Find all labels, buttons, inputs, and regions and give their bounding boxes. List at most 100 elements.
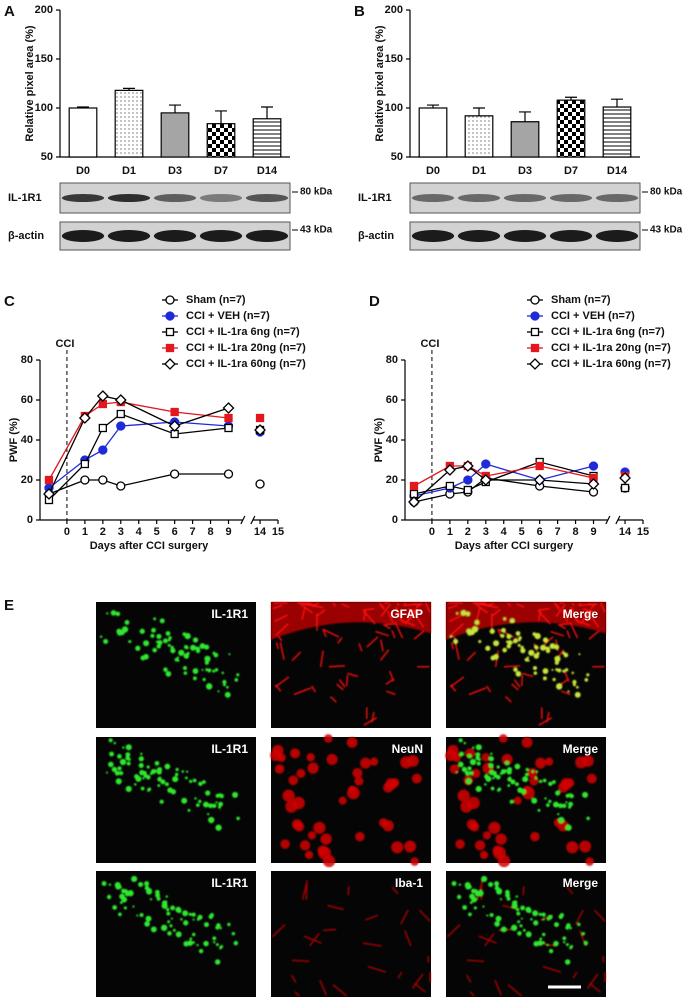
cell <box>346 786 360 800</box>
process <box>338 679 346 688</box>
puncta <box>513 638 518 644</box>
puncta <box>207 668 212 673</box>
process <box>291 651 302 662</box>
puncta <box>165 907 170 912</box>
puncta <box>183 644 188 649</box>
cell <box>495 833 507 845</box>
puncta <box>172 776 179 783</box>
y-tick-label: 0 <box>27 514 33 526</box>
y-tick-label: 50 <box>41 151 53 163</box>
bar <box>556 99 586 158</box>
puncta <box>569 926 572 930</box>
cell <box>492 845 503 856</box>
x-tick-label: D14 <box>607 165 628 177</box>
process <box>316 609 326 618</box>
signal <box>99 610 240 698</box>
marker <box>80 475 90 485</box>
puncta <box>507 639 513 646</box>
process <box>388 670 395 682</box>
marker <box>223 469 234 479</box>
process <box>298 602 317 607</box>
annotation: CCI <box>420 338 439 350</box>
marker <box>255 413 265 423</box>
marker <box>254 424 266 436</box>
cell <box>288 775 299 786</box>
puncta <box>533 644 538 649</box>
process <box>363 608 375 611</box>
puncta <box>175 767 179 772</box>
micrograph: Merge <box>446 871 606 997</box>
error-bar <box>123 87 135 91</box>
blot-label: β-actin <box>8 230 44 242</box>
legend-marker <box>529 358 541 370</box>
puncta <box>554 655 561 663</box>
legend-marker <box>165 295 175 305</box>
cell <box>346 737 358 748</box>
process <box>574 618 591 627</box>
puncta <box>558 816 565 824</box>
puncta <box>165 671 172 677</box>
series-line <box>413 477 594 503</box>
blot-band <box>549 230 593 242</box>
marker <box>44 475 54 485</box>
puncta <box>471 626 479 633</box>
error-bar <box>215 110 227 124</box>
signal <box>271 602 431 726</box>
x-tick-label: 3 <box>118 526 124 538</box>
puncta <box>582 791 589 798</box>
puncta <box>204 660 209 665</box>
puncta <box>456 894 462 900</box>
marker <box>170 407 179 417</box>
process <box>305 880 308 900</box>
process <box>416 617 425 628</box>
process <box>399 618 416 627</box>
process <box>469 991 475 997</box>
puncta <box>146 765 150 769</box>
legend-label: CCI + IL-1ra 20ng (n=7) <box>551 342 671 354</box>
process <box>385 623 395 626</box>
process <box>362 942 382 947</box>
cell <box>410 857 419 866</box>
process <box>365 914 379 921</box>
puncta <box>113 741 117 745</box>
cell <box>558 782 569 793</box>
process <box>380 603 391 617</box>
process <box>336 683 344 691</box>
puncta <box>192 676 197 681</box>
process <box>538 717 553 726</box>
bar <box>510 121 540 158</box>
puncta <box>564 959 571 965</box>
puncta <box>196 917 200 921</box>
marker <box>445 481 455 491</box>
process <box>328 665 346 668</box>
process <box>473 602 492 607</box>
image-label: IL-1R1 <box>211 876 248 890</box>
blot-band <box>153 194 197 202</box>
puncta <box>533 920 539 926</box>
puncta <box>149 898 153 901</box>
cell <box>290 748 301 759</box>
process <box>555 603 566 617</box>
puncta <box>562 651 566 655</box>
puncta <box>569 946 573 950</box>
process <box>404 930 412 947</box>
process <box>301 883 308 900</box>
puncta <box>513 667 518 672</box>
marker <box>80 459 90 469</box>
process <box>478 935 497 944</box>
puncta <box>507 777 512 782</box>
cell <box>304 850 314 860</box>
x-tick-label: 4 <box>501 526 508 538</box>
puncta <box>131 875 138 883</box>
cell <box>280 839 290 849</box>
cell <box>322 854 336 868</box>
process <box>513 679 521 688</box>
process <box>271 924 286 938</box>
process <box>391 886 399 895</box>
puncta <box>211 803 217 809</box>
puncta <box>525 906 532 913</box>
bar <box>114 89 144 158</box>
puncta <box>168 636 172 640</box>
puncta <box>567 690 570 693</box>
image-label: IL-1R1 <box>211 742 248 756</box>
